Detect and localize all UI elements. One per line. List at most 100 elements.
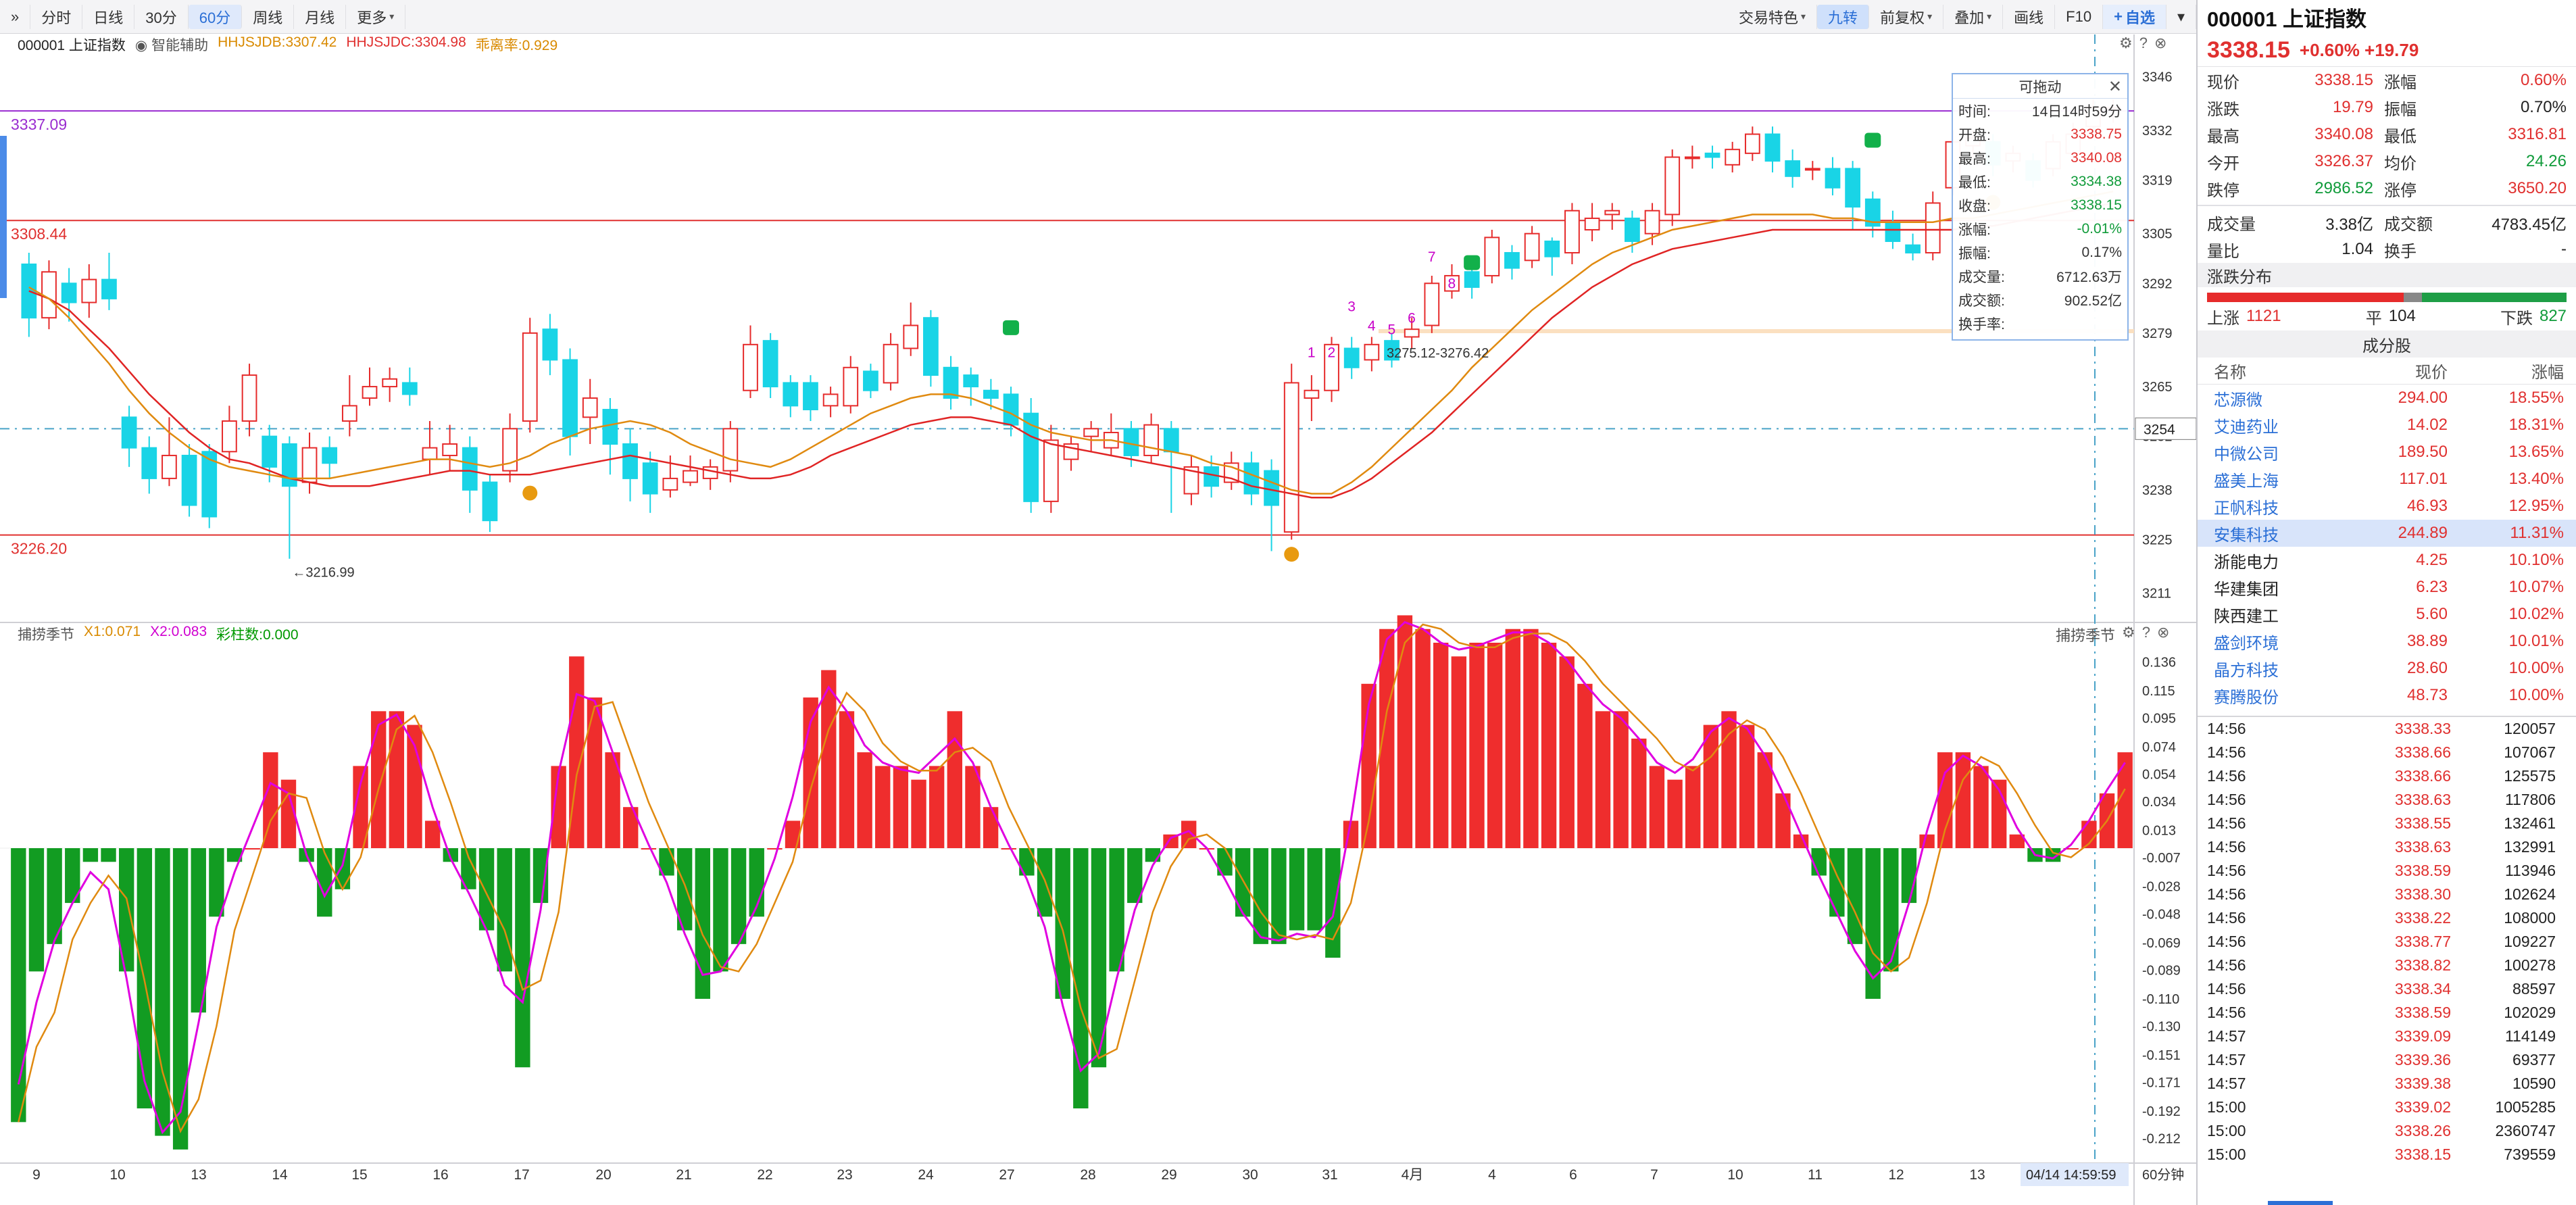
component-name[interactable]: 陕西建工: [2214, 607, 2279, 626]
candle-body: [1324, 343, 1339, 391]
histogram-bar: [983, 807, 999, 848]
col-price[interactable]: 现价: [2415, 364, 2448, 382]
histogram-bar: [1397, 615, 1413, 848]
tick-row: 14:57 3339.36 69377: [2198, 1048, 2576, 1072]
help-icon[interactable]: ?: [2141, 624, 2150, 641]
component-name[interactable]: 艾迪药业: [2214, 418, 2279, 437]
kline-chart-svg[interactable]: 3346333233193305329232793265325232383225…: [0, 34, 2196, 1205]
close-icon[interactable]: ✕: [2108, 78, 2122, 96]
histogram-bar: [1937, 752, 1953, 848]
component-change: 18.31%: [2508, 416, 2564, 434]
tooltip-row: 涨幅: -0.01%: [1953, 217, 2127, 241]
x-tick-label: 27: [999, 1167, 1014, 1183]
tool-button-0[interactable]: 交易特色 ▾: [1728, 4, 1818, 29]
histogram-bar: [821, 670, 837, 848]
tool-button-4[interactable]: 画线: [2003, 4, 2056, 29]
x-tick-label: 24: [918, 1167, 934, 1183]
ma-red-line: [28, 202, 2114, 499]
candle-body: [121, 416, 137, 449]
candle-body: [1283, 382, 1299, 533]
component-row[interactable]: 中微公司 189.50 13.65%: [2198, 439, 2576, 466]
component-row[interactable]: 艾迪药业 14.02 18.31%: [2198, 412, 2576, 439]
tool-button-1[interactable]: 九转: [1817, 4, 1870, 29]
candle-body: [1204, 466, 1219, 487]
period-tab-0[interactable]: 分时: [30, 4, 83, 29]
tooltip-row: 成交量: 6712.63万: [1953, 264, 2127, 288]
down-count: 827: [2539, 307, 2567, 325]
histogram-bar: [65, 848, 80, 904]
candle-body: [1544, 241, 1560, 257]
toolbar-menu-button[interactable]: ▾: [2166, 4, 2196, 29]
ohlc-tooltip[interactable]: 可拖动 ✕ 时间: 14日14时59分 开盘: 3338.75 最高: 3340.08 最低…: [1952, 73, 2129, 341]
tooltip-key: 成交量:: [1958, 269, 2005, 285]
candle-body: [843, 366, 859, 407]
component-name[interactable]: 盛剑环境: [2214, 634, 2279, 653]
period-tab-4[interactable]: 周线: [242, 4, 295, 29]
tooltip-key: 开盘:: [1958, 127, 1991, 143]
close-icon[interactable]: ⊗: [2157, 624, 2170, 641]
candle-body: [1664, 156, 1681, 216]
component-row[interactable]: 正帆科技 46.93 12.95%: [2198, 493, 2576, 520]
tick-row: 15:00 3338.26 2360747: [2198, 1119, 2576, 1143]
component-name[interactable]: 浙能电力: [2214, 553, 2279, 572]
component-name[interactable]: 晶方科技: [2214, 661, 2279, 680]
component-row[interactable]: 陕西建工 5.60 10.02%: [2198, 601, 2576, 628]
tool-label-2: 前复权: [1880, 9, 1925, 26]
period-tab-3[interactable]: 60分: [188, 4, 243, 29]
histogram-bar: [911, 779, 926, 848]
tool-button-2[interactable]: 前复权 ▾: [1869, 4, 1944, 29]
component-name[interactable]: 正帆科技: [2214, 499, 2279, 518]
assist-toggle[interactable]: ◉ 智能辅助: [134, 38, 209, 53]
tooltip-header[interactable]: 可拖动 ✕: [1953, 74, 2127, 99]
component-row[interactable]: 赛腾股份 48.73 10.00%: [2198, 682, 2576, 709]
tick-price: 3338.15: [2394, 1146, 2451, 1163]
component-row[interactable]: 华建集团 6.23 10.07%: [2198, 574, 2576, 601]
candle-body: [903, 324, 919, 349]
component-row[interactable]: 安集科技 244.89 11.31%: [2198, 520, 2576, 547]
add-watchlist-label: 自选: [2125, 9, 2155, 26]
stat-value: 3650.20: [2508, 179, 2567, 197]
period-tab-5[interactable]: 月线: [294, 4, 347, 29]
component-row[interactable]: 芯源微 294.00 18.55%: [2198, 385, 2576, 412]
component-row[interactable]: 浙能电力 4.25 10.10%: [2198, 547, 2576, 574]
stat-key: 最低: [2384, 127, 2417, 146]
tick-time: 15:00: [2207, 1146, 2246, 1163]
histogram-bar: [1775, 793, 1791, 848]
histogram-bar: [965, 766, 981, 848]
component-name[interactable]: 赛腾股份: [2214, 688, 2279, 707]
period-tab-2[interactable]: 30分: [134, 4, 189, 29]
chart-area[interactable]: 3346333233193305329232793265325232383225…: [0, 34, 2196, 1205]
candle-body: [1183, 466, 1199, 495]
x-tick-label: 11: [1808, 1167, 1823, 1183]
col-name[interactable]: 名称: [2214, 364, 2246, 382]
help-icon[interactable]: ?: [2139, 34, 2148, 51]
component-name[interactable]: 芯源微: [2214, 391, 2262, 410]
gear-icon[interactable]: ⚙: [2119, 34, 2133, 51]
component-row[interactable]: 盛剑环境 38.89 10.01%: [2198, 628, 2576, 655]
period-tab-6[interactable]: 更多 ▾: [346, 4, 406, 29]
histogram-bar: [1001, 848, 1016, 850]
component-name[interactable]: 盛美上海: [2214, 472, 2279, 491]
gear-icon[interactable]: ⚙: [2122, 624, 2135, 641]
x-tick-label: 22: [757, 1167, 772, 1183]
component-name[interactable]: 中微公司: [2214, 445, 2279, 464]
expand-icon[interactable]: »: [0, 4, 31, 29]
add-watchlist-button[interactable]: + 自选: [2103, 4, 2166, 29]
component-row[interactable]: 盛美上海 117.01 13.40%: [2198, 466, 2576, 493]
close-icon[interactable]: ⊗: [2154, 34, 2167, 51]
period-tab-1[interactable]: 日线: [82, 4, 135, 29]
panel-scrollbar[interactable]: [2268, 1201, 2333, 1205]
tool-button-5[interactable]: F10: [2055, 4, 2104, 29]
component-name[interactable]: 华建集团: [2214, 580, 2279, 599]
histogram-bar: [1739, 724, 1755, 848]
stat-key: 振幅: [2384, 100, 2417, 119]
tick-time: 14:56: [2207, 980, 2246, 998]
component-row[interactable]: 晶方科技 28.60 10.00%: [2198, 655, 2576, 682]
y-tick-label: 3332: [2142, 124, 2173, 139]
candle-body: [281, 443, 297, 487]
tooltip-key: 最高:: [1958, 151, 1991, 167]
y-tick-label: 3319: [2142, 173, 2173, 188]
component-name[interactable]: 安集科技: [2214, 526, 2279, 545]
tool-button-3[interactable]: 叠加 ▾: [1943, 4, 2004, 29]
col-change[interactable]: 涨幅: [2531, 364, 2564, 382]
